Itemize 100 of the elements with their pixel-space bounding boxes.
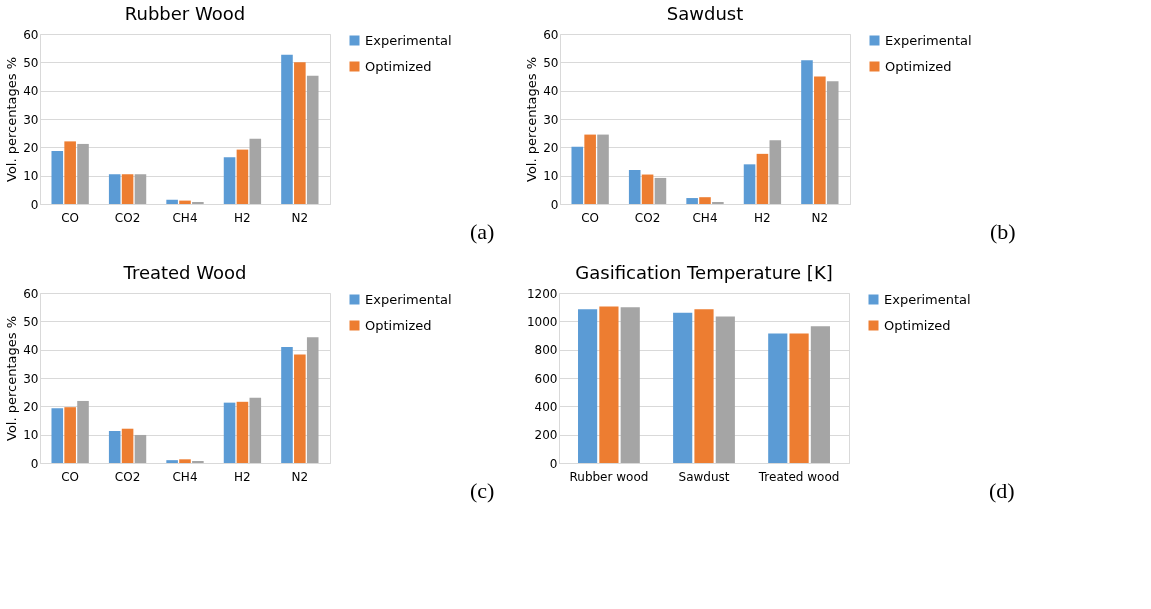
x-tick-label: CO: [61, 469, 80, 484]
bar: [249, 397, 262, 463]
bar: [134, 174, 147, 204]
bar: [294, 62, 306, 204]
y-axis-title: Vol. percentages %: [524, 57, 540, 182]
bar: [223, 402, 236, 463]
bar: [801, 60, 813, 204]
bar: [64, 141, 76, 204]
bar: [571, 146, 584, 204]
bar: [294, 354, 306, 463]
y-tick-label: 40: [23, 343, 39, 358]
legend-label: Optimized: [365, 317, 432, 333]
bar: [699, 197, 711, 204]
bar: [810, 326, 830, 463]
x-tick-label: Rubber wood: [569, 469, 649, 484]
text: (b): [990, 219, 1016, 244]
bar: [166, 199, 178, 204]
x-tick-label: H2: [754, 210, 771, 225]
bar: [236, 401, 249, 463]
bar: [281, 54, 293, 204]
y-tick-label: 60: [543, 27, 559, 42]
bar: [686, 198, 698, 204]
x-tick-label: CO2: [114, 469, 141, 484]
x-tick-label: CO2: [114, 210, 141, 225]
text: (a): [470, 219, 495, 244]
bar: [108, 174, 121, 204]
bar: [166, 460, 178, 463]
x-tick-label: CO2: [634, 210, 661, 225]
chart-title: Rubber Wood: [124, 3, 246, 24]
text: (c): [470, 478, 495, 503]
y-tick-label: 1000: [526, 314, 558, 329]
y-tick-label: 10: [543, 169, 559, 184]
y-tick-label: 30: [23, 112, 39, 127]
bar: [223, 157, 236, 204]
x-tick-label: Treated wood: [757, 469, 840, 484]
x-tick-label: CO: [581, 210, 600, 225]
bar: [814, 76, 826, 204]
y-tick-label: 50: [23, 55, 39, 70]
x-tick-label: N2: [811, 210, 829, 225]
bar: [694, 309, 714, 463]
legend-label: Experimental: [365, 32, 452, 48]
y-tick-label: 40: [23, 84, 39, 99]
text: (d): [989, 478, 1015, 503]
x-tick-label: H2: [234, 210, 251, 225]
y-tick-label: 0: [549, 456, 558, 471]
bar: [306, 75, 319, 204]
y-tick-label: 600: [534, 371, 558, 386]
bar: [715, 316, 735, 463]
y-tick-label: 10: [23, 169, 39, 184]
x-tick-label: CH4: [172, 469, 198, 484]
bar: [743, 164, 756, 204]
bar: [121, 428, 134, 463]
y-tick-label: 0: [550, 197, 559, 212]
bar: [179, 200, 191, 204]
legend-label: Optimized: [884, 317, 951, 333]
x-tick-label: CH4: [172, 210, 198, 225]
bar: [756, 153, 769, 204]
bar: [179, 459, 191, 463]
chart-title: Sawdust: [666, 3, 744, 24]
y-tick-label: 800: [534, 343, 558, 358]
bar: [673, 312, 693, 463]
bar: [654, 177, 667, 204]
bar: [306, 337, 319, 463]
bar: [826, 81, 839, 204]
y-axis-title: Vol. percentages %: [4, 316, 20, 441]
y-axis-title: Vol. percentages %: [4, 57, 20, 182]
x-tick-label: CH4: [692, 210, 718, 225]
bar: [108, 430, 121, 463]
legend-label: Experimental: [885, 32, 972, 48]
x-tick-label: N2: [291, 469, 309, 484]
y-tick-label: 20: [543, 140, 559, 155]
chart-title: Treated Wood: [122, 262, 247, 283]
bar: [134, 434, 147, 463]
bar: [281, 347, 293, 463]
bar: [77, 143, 89, 204]
y-tick-label: 60: [23, 286, 39, 301]
bar: [249, 138, 262, 204]
legend-label: Experimental: [365, 291, 452, 307]
y-tick-label: 50: [543, 55, 559, 70]
y-tick-label: 40: [543, 84, 559, 99]
bar: [236, 149, 249, 204]
bar: [620, 307, 640, 463]
bar: [584, 134, 596, 204]
y-tick-label: 400: [534, 399, 558, 414]
bar: [51, 151, 64, 204]
bar: [51, 408, 64, 463]
legend-label: Experimental: [884, 291, 971, 307]
legend-label: Optimized: [885, 58, 952, 74]
y-tick-label: 30: [23, 371, 39, 386]
x-tick-label: Sawdust: [678, 469, 730, 484]
y-tick-label: 1200: [526, 286, 558, 301]
bar: [628, 170, 641, 204]
bar: [597, 134, 609, 204]
bar: [578, 309, 598, 463]
bar: [769, 140, 782, 204]
y-tick-label: 10: [23, 428, 39, 443]
bar: [768, 333, 788, 463]
y-tick-label: 0: [30, 197, 39, 212]
x-tick-label: H2: [234, 469, 251, 484]
y-tick-label: 60: [23, 27, 39, 42]
